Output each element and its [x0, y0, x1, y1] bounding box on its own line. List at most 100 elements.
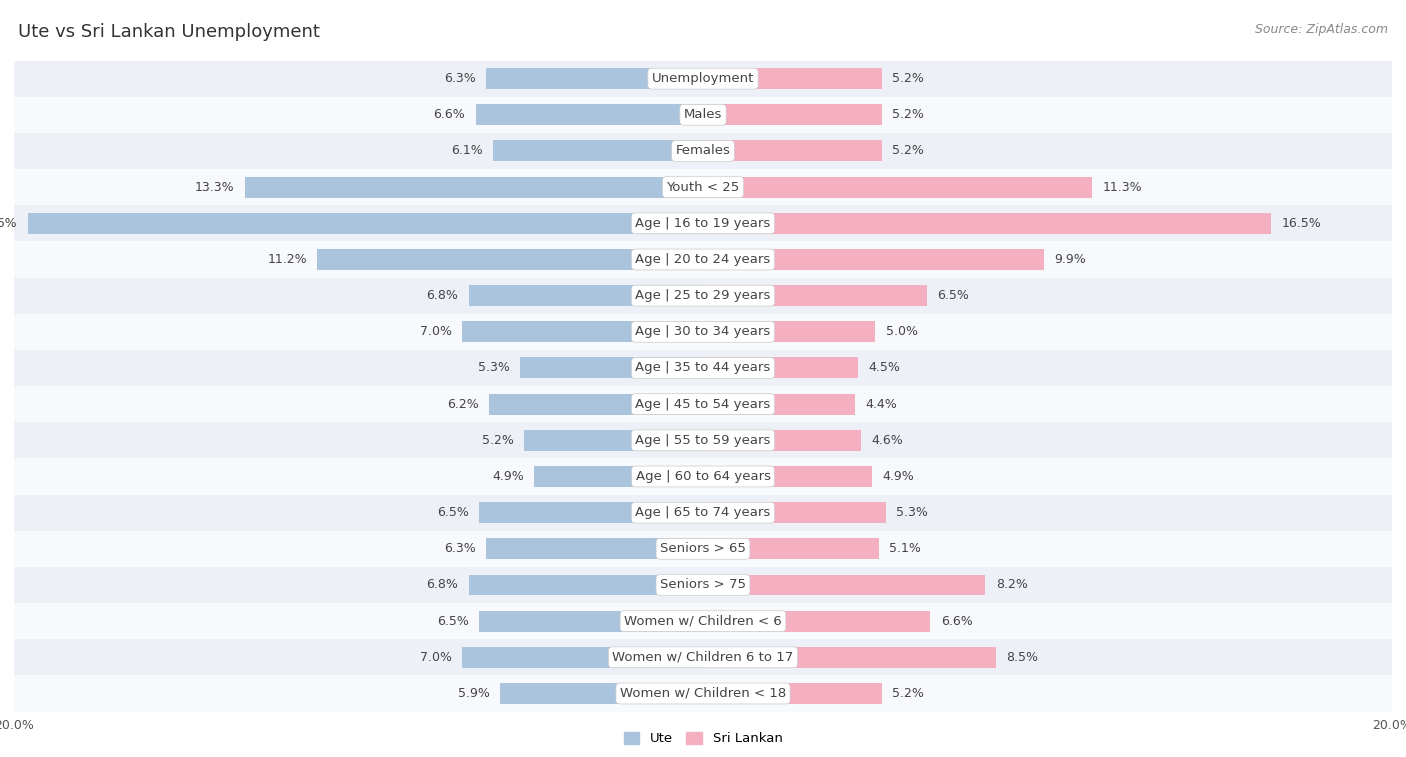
Bar — [14, 494, 1392, 531]
Bar — [14, 133, 1392, 169]
Text: 11.2%: 11.2% — [267, 253, 307, 266]
Text: 7.0%: 7.0% — [419, 651, 451, 664]
Text: 19.6%: 19.6% — [0, 217, 17, 230]
Text: 5.2%: 5.2% — [482, 434, 513, 447]
Text: Ute vs Sri Lankan Unemployment: Ute vs Sri Lankan Unemployment — [18, 23, 321, 41]
Text: Age | 20 to 24 years: Age | 20 to 24 years — [636, 253, 770, 266]
Text: Youth < 25: Youth < 25 — [666, 181, 740, 194]
Bar — [14, 278, 1392, 313]
Bar — [703, 646, 995, 668]
Bar — [703, 141, 882, 161]
Bar — [468, 285, 703, 306]
Bar — [468, 575, 703, 596]
Text: Age | 30 to 34 years: Age | 30 to 34 years — [636, 326, 770, 338]
Bar — [703, 502, 886, 523]
Bar — [14, 169, 1392, 205]
Bar — [703, 575, 986, 596]
Text: 6.2%: 6.2% — [447, 397, 479, 410]
Bar — [14, 675, 1392, 712]
Text: 6.3%: 6.3% — [444, 542, 475, 556]
Text: 6.5%: 6.5% — [437, 506, 468, 519]
Text: Males: Males — [683, 108, 723, 121]
Text: Females: Females — [675, 145, 731, 157]
Text: Seniors > 65: Seniors > 65 — [659, 542, 747, 556]
Bar — [703, 357, 858, 378]
Bar — [486, 538, 703, 559]
Text: 5.2%: 5.2% — [893, 108, 924, 121]
Text: 4.9%: 4.9% — [492, 470, 524, 483]
Text: Age | 60 to 64 years: Age | 60 to 64 years — [636, 470, 770, 483]
Text: Age | 65 to 74 years: Age | 65 to 74 years — [636, 506, 770, 519]
Bar — [703, 104, 882, 126]
Text: 8.2%: 8.2% — [995, 578, 1028, 591]
Bar — [14, 386, 1392, 422]
Text: 5.2%: 5.2% — [893, 687, 924, 700]
Bar — [520, 357, 703, 378]
Bar — [703, 285, 927, 306]
Bar — [28, 213, 703, 234]
Text: 8.5%: 8.5% — [1007, 651, 1038, 664]
Bar — [703, 538, 879, 559]
Text: 7.0%: 7.0% — [419, 326, 451, 338]
Bar — [703, 466, 872, 487]
Text: 4.9%: 4.9% — [882, 470, 914, 483]
Bar — [14, 350, 1392, 386]
Text: 16.5%: 16.5% — [1282, 217, 1322, 230]
Text: 5.1%: 5.1% — [889, 542, 921, 556]
Text: 6.6%: 6.6% — [941, 615, 973, 628]
Text: Age | 25 to 29 years: Age | 25 to 29 years — [636, 289, 770, 302]
Text: 5.0%: 5.0% — [886, 326, 918, 338]
Bar — [14, 639, 1392, 675]
Bar — [14, 567, 1392, 603]
Bar — [14, 313, 1392, 350]
Bar — [703, 68, 882, 89]
Text: 6.5%: 6.5% — [938, 289, 969, 302]
Text: 4.6%: 4.6% — [872, 434, 904, 447]
Bar — [14, 241, 1392, 278]
Bar — [475, 104, 703, 126]
Legend: Ute, Sri Lankan: Ute, Sri Lankan — [619, 727, 787, 750]
Text: Age | 35 to 44 years: Age | 35 to 44 years — [636, 362, 770, 375]
Bar — [461, 321, 703, 342]
Text: 6.8%: 6.8% — [426, 578, 458, 591]
Text: Women w/ Children 6 to 17: Women w/ Children 6 to 17 — [613, 651, 793, 664]
Bar — [703, 321, 875, 342]
Bar — [14, 459, 1392, 494]
Bar — [703, 249, 1045, 270]
Text: Source: ZipAtlas.com: Source: ZipAtlas.com — [1254, 23, 1388, 36]
Bar — [14, 205, 1392, 241]
Text: 4.4%: 4.4% — [865, 397, 897, 410]
Bar — [703, 430, 862, 451]
Text: 4.5%: 4.5% — [869, 362, 900, 375]
Text: 9.9%: 9.9% — [1054, 253, 1085, 266]
Text: 5.2%: 5.2% — [893, 72, 924, 85]
Bar — [318, 249, 703, 270]
Text: Seniors > 75: Seniors > 75 — [659, 578, 747, 591]
Text: 6.3%: 6.3% — [444, 72, 475, 85]
Bar — [486, 68, 703, 89]
Text: Unemployment: Unemployment — [652, 72, 754, 85]
Bar — [14, 97, 1392, 133]
Bar — [703, 176, 1092, 198]
Bar — [703, 611, 931, 631]
Text: 6.1%: 6.1% — [451, 145, 482, 157]
Bar — [524, 430, 703, 451]
Bar — [499, 683, 703, 704]
Bar — [14, 61, 1392, 97]
Bar — [703, 683, 882, 704]
Bar — [489, 394, 703, 415]
Bar — [14, 422, 1392, 459]
Bar — [245, 176, 703, 198]
Text: 6.6%: 6.6% — [433, 108, 465, 121]
Text: 6.8%: 6.8% — [426, 289, 458, 302]
Bar — [534, 466, 703, 487]
Text: Women w/ Children < 6: Women w/ Children < 6 — [624, 615, 782, 628]
Text: 5.3%: 5.3% — [478, 362, 510, 375]
Text: Age | 45 to 54 years: Age | 45 to 54 years — [636, 397, 770, 410]
Text: Age | 55 to 59 years: Age | 55 to 59 years — [636, 434, 770, 447]
Text: 6.5%: 6.5% — [437, 615, 468, 628]
Text: 5.2%: 5.2% — [893, 145, 924, 157]
Text: Age | 16 to 19 years: Age | 16 to 19 years — [636, 217, 770, 230]
Bar — [479, 502, 703, 523]
Bar — [479, 611, 703, 631]
